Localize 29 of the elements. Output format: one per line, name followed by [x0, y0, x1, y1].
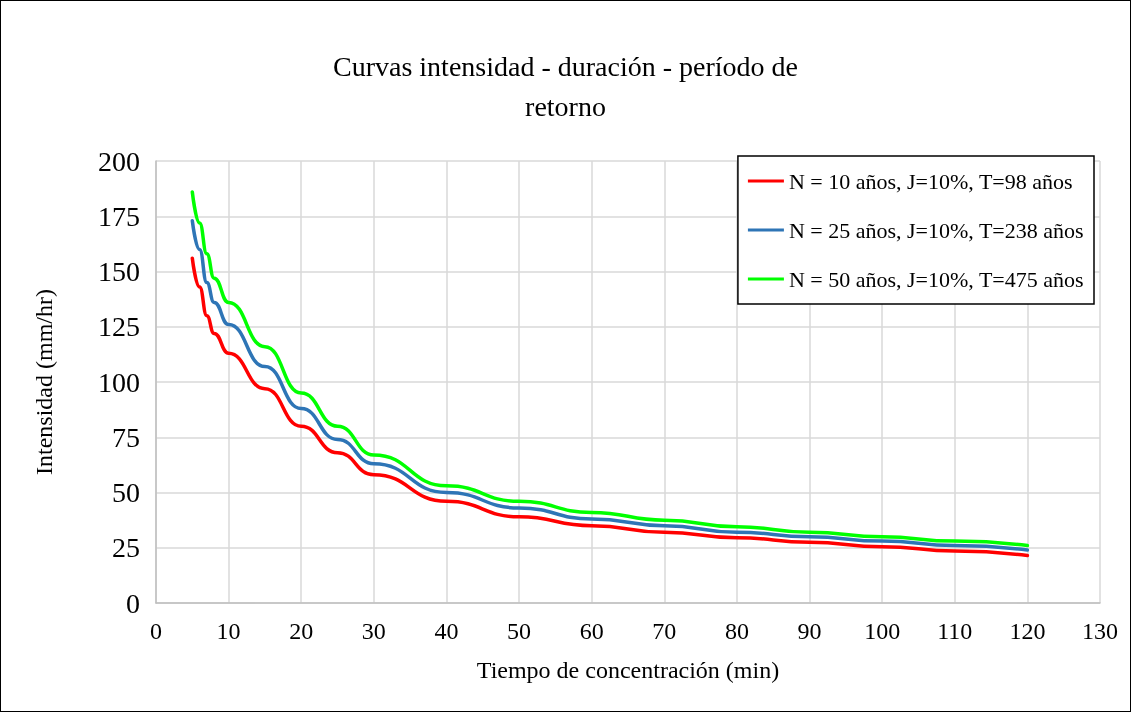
- x-tick-label: 120: [1009, 618, 1046, 644]
- x-tick-label: 90: [797, 618, 822, 644]
- legend-label: N = 10 años, J=10%, T=98 años: [788, 168, 1073, 194]
- x-tick-label: 10: [216, 618, 241, 644]
- x-tick-label: 30: [361, 618, 386, 644]
- x-tick-label: 110: [937, 618, 973, 644]
- legend-label: N = 25 años, J=10%, T=238 años: [788, 217, 1084, 243]
- y-tick-label: 125: [98, 311, 140, 343]
- x-tick-label: 70: [652, 618, 677, 644]
- x-tick-label: 130: [1082, 618, 1118, 644]
- y-tick-label: 200: [98, 145, 140, 177]
- x-tick-label: 40: [434, 618, 459, 644]
- y-tick-label: 0: [126, 587, 140, 619]
- y-tick-label: 100: [98, 366, 140, 398]
- x-axis-title: Tiempo de concentración (min): [476, 657, 780, 683]
- x-tick-label: 20: [289, 618, 314, 644]
- chart-title: Curvas intensidad - duración - período de retorno: [333, 50, 798, 122]
- x-tick-label: 50: [507, 618, 532, 644]
- x-tick-label: 80: [724, 618, 749, 644]
- x-tick-label: 0: [150, 618, 162, 644]
- x-tick-label: 100: [864, 618, 901, 644]
- legend-label: N = 50 años, J=10%, T=475 años: [788, 266, 1084, 292]
- y-tick-label: 75: [112, 421, 140, 453]
- y-tick-label: 25: [112, 532, 140, 564]
- x-tick-label: 60: [579, 618, 604, 644]
- y-tick-label: 150: [98, 256, 140, 287]
- y-tick-label: 175: [98, 200, 140, 232]
- y-axis-title: Intensidad (mm/hr): [31, 289, 57, 475]
- y-tick-label: 50: [112, 477, 140, 508]
